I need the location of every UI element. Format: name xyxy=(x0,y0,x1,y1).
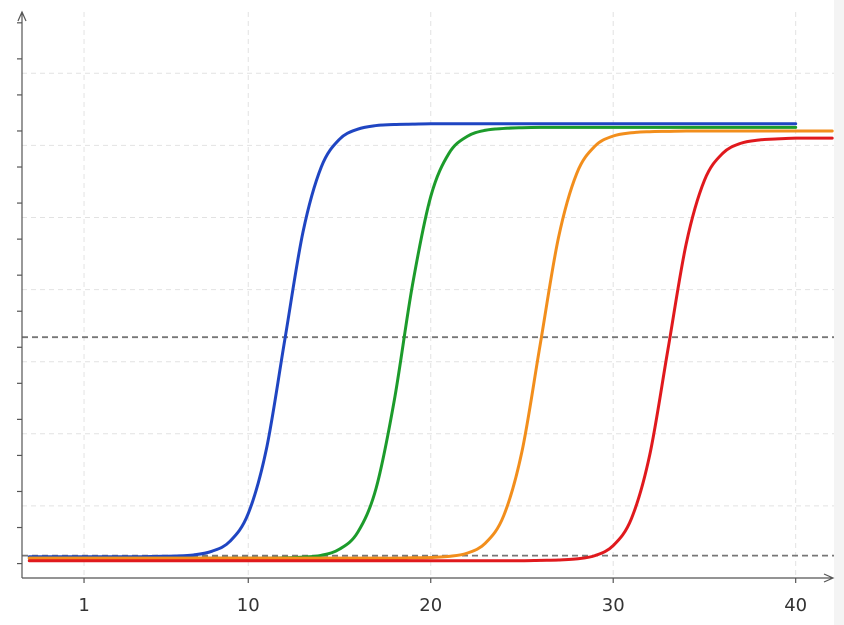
series-lines xyxy=(22,122,834,563)
x-tick-label: 30 xyxy=(602,595,625,616)
series-line xyxy=(27,125,798,560)
right-strip xyxy=(834,0,844,625)
x-tick-label: 40 xyxy=(784,595,807,616)
series-line xyxy=(27,129,834,560)
x-axis-arrow xyxy=(823,573,835,583)
x-tick-label: 20 xyxy=(419,595,442,616)
x-tick-label: 1 xyxy=(78,595,89,616)
series-line xyxy=(27,136,834,563)
x-tick-label: 10 xyxy=(237,595,260,616)
series-line xyxy=(27,122,798,559)
grid xyxy=(22,12,834,578)
axes: 1 10 20 30 40 xyxy=(17,10,835,616)
y-axis-arrow xyxy=(17,10,27,22)
